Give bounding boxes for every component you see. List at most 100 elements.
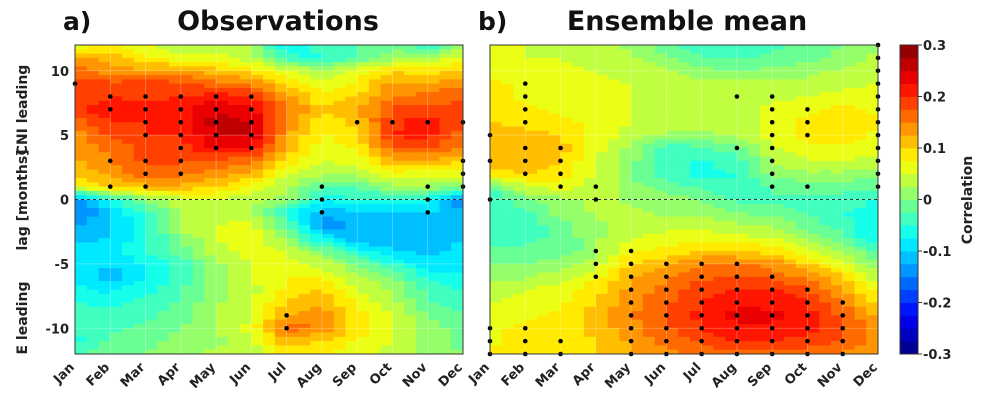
heatmap-cell (701, 105, 714, 110)
heatmap-cell (666, 349, 679, 354)
heatmap-cell (854, 336, 867, 342)
heatmap-cell (584, 251, 597, 256)
heatmap-cell (772, 105, 785, 110)
heatmap-cell (760, 178, 773, 183)
heatmap-cell (98, 229, 111, 235)
heatmap-cell (310, 79, 323, 85)
heatmap-cell (368, 105, 382, 110)
heatmap-cell (227, 83, 241, 89)
heatmap-cell (666, 332, 679, 338)
heatmap-cell (548, 220, 562, 226)
heatmap-cell (298, 79, 311, 85)
heatmap-cell (321, 233, 335, 239)
heatmap-cell (537, 276, 550, 282)
heatmap-cell (427, 148, 441, 153)
heatmap-cell (795, 345, 809, 351)
heatmap-cell (854, 328, 867, 334)
significance-dot (425, 119, 431, 125)
heatmap-cell (298, 45, 311, 50)
heatmap-cell (666, 306, 679, 312)
heatmap-cell (216, 225, 229, 231)
heatmap-cell (122, 259, 135, 265)
heatmap-cell (274, 332, 288, 338)
heatmap-cell (607, 160, 620, 166)
heatmap-cell (584, 105, 597, 110)
heatmap-cell (501, 315, 515, 321)
heatmap-cell (286, 289, 299, 295)
heatmap-cell (595, 199, 609, 205)
heatmap-cell (866, 169, 878, 175)
heatmap-cell (701, 246, 714, 252)
heatmap-cell (819, 70, 832, 76)
heatmap-cell (415, 289, 429, 295)
heatmap-cell (380, 109, 394, 115)
heatmap-cell (345, 186, 358, 192)
heatmap-cell (713, 229, 726, 235)
heatmap-cell (380, 199, 394, 205)
heatmap-cell (204, 306, 217, 312)
heatmap-cell (736, 289, 750, 295)
heatmap-cell (122, 233, 135, 239)
heatmap-cell (321, 246, 335, 252)
heatmap-cell (286, 251, 299, 256)
heatmap-cell (572, 126, 585, 132)
heatmap-cell (392, 117, 405, 123)
heatmap-cell (689, 259, 703, 265)
heatmap-cell (415, 156, 429, 162)
heatmap-cell (392, 255, 405, 261)
heatmap-cell (772, 216, 785, 222)
heatmap-cell (392, 100, 405, 106)
heatmap-cell (110, 165, 123, 171)
heatmap-cell (380, 272, 394, 278)
heatmap-cell (725, 311, 738, 316)
heatmap-cell (122, 92, 135, 98)
heatmap-cell (842, 323, 856, 329)
heatmap-cell (321, 255, 335, 261)
heatmap-cell (192, 135, 205, 141)
heatmap-cell (631, 272, 644, 278)
heatmap-cell (713, 289, 726, 295)
heatmap-cell (748, 109, 762, 115)
heatmap-cell (451, 242, 463, 248)
heatmap-cell (75, 255, 88, 261)
heatmap-cell (451, 195, 463, 201)
heatmap-cell (357, 246, 370, 252)
heatmap-cell (368, 229, 382, 235)
heatmap-cell (286, 349, 299, 354)
heatmap-cell (286, 212, 299, 218)
heatmap-cell (204, 87, 217, 93)
heatmap-cell (227, 62, 241, 68)
heatmap-cell (345, 255, 358, 261)
heatmap-cell (560, 233, 573, 239)
heatmap-cell (642, 315, 656, 321)
heatmap-cell (678, 57, 691, 63)
heatmap-cell (239, 49, 252, 55)
heatmap-cell (713, 57, 726, 63)
heatmap-cell (490, 229, 503, 235)
heatmap-cell (725, 92, 738, 98)
heatmap-cell (819, 208, 832, 213)
heatmap-cell (807, 178, 820, 183)
heatmap-cell (321, 319, 335, 325)
heatmap-cell (513, 70, 526, 76)
heatmap-cell (298, 276, 311, 282)
heatmap-cell (204, 216, 217, 222)
heatmap-cell (783, 169, 797, 175)
heatmap-cell (548, 289, 562, 295)
heatmap-cell (404, 100, 417, 106)
heatmap-cell (513, 75, 526, 80)
heatmap-cell (854, 341, 867, 347)
heatmap-cell (451, 57, 463, 63)
heatmap-cell (525, 62, 538, 68)
heatmap-cell (345, 49, 358, 55)
heatmap-cell (263, 57, 276, 63)
heatmap-cell (654, 186, 667, 192)
heatmap-cell (854, 208, 867, 213)
heatmap-cell (736, 251, 750, 256)
heatmap-cell (227, 319, 241, 325)
heatmap-cell (157, 323, 170, 329)
heatmap-cell (333, 319, 347, 325)
heatmap-cell (357, 233, 370, 239)
heatmap-cell (333, 66, 347, 72)
heatmap-cell (560, 246, 573, 252)
